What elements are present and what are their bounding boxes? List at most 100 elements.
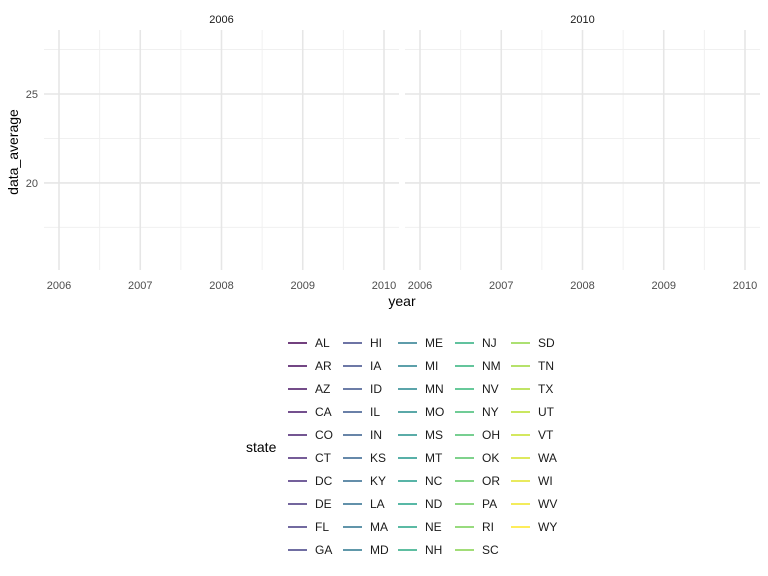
legend-item-tn: TN — [511, 359, 554, 373]
legend-item-ut: UT — [511, 405, 555, 419]
legend-label: CT — [315, 451, 332, 465]
legend-item-md: MD — [343, 543, 389, 557]
legend-label: NC — [425, 474, 443, 488]
legend-item-co: CO — [288, 428, 333, 442]
legend-label: NH — [425, 543, 442, 557]
legend-label: FL — [315, 520, 329, 534]
legend-label: AZ — [315, 382, 330, 396]
legend-label: AR — [315, 359, 332, 373]
x-tick-label: 2010 — [372, 280, 396, 292]
legend-item-mt: MT — [398, 451, 443, 465]
legend-items: AL AR AZ CA CO CT DC DE FL GA HI IA ID IL IN KS KY LA MA MD… — [288, 336, 557, 557]
x-tick-label: 2009 — [291, 280, 315, 292]
x-axis-ticks: 2006 2007 2008 2009 2010 2006 2007 2008 2009 2010 — [47, 280, 757, 292]
legend-label: TX — [538, 382, 553, 396]
legend-label: NJ — [482, 336, 497, 350]
legend-item-in: IN — [343, 428, 382, 442]
legend-label: CA — [315, 405, 332, 419]
legend-item-wa: WA — [511, 451, 557, 465]
legend-label: PA — [482, 497, 497, 511]
legend: state AL AR AZ CA CO CT DC DE FL GA HI IA ID IL IN KS KY… — [246, 336, 557, 557]
legend-label: ID — [370, 382, 382, 396]
legend-label: NM — [482, 359, 501, 373]
facet-panel-2006: 2006 — [44, 14, 399, 270]
x-tick-label: 2008 — [570, 280, 594, 292]
y-tick-label: 20 — [26, 178, 38, 190]
legend-item-vt: VT — [511, 428, 554, 442]
legend-label: MS — [425, 428, 443, 442]
legend-label: MD — [370, 543, 389, 557]
legend-item-ok: OK — [455, 451, 499, 465]
legend-item-nd: ND — [398, 497, 443, 511]
legend-label: OH — [482, 428, 500, 442]
legend-label: MA — [370, 520, 388, 534]
legend-label: MN — [425, 382, 444, 396]
legend-item-ar: AR — [288, 359, 332, 373]
legend-label: CO — [315, 428, 333, 442]
legend-item-mo: MO — [398, 405, 444, 419]
legend-label: NV — [482, 382, 499, 396]
legend-label: TN — [538, 359, 554, 373]
y-tick-label: 25 — [26, 89, 38, 101]
facet-panel-2010: 2010 — [405, 14, 760, 270]
legend-item-la: LA — [343, 497, 385, 511]
legend-label: SD — [538, 336, 555, 350]
legend-label: GA — [315, 543, 332, 557]
x-axis-title: year — [388, 293, 416, 309]
legend-label: RI — [482, 520, 494, 534]
legend-item-me: ME — [398, 336, 443, 350]
legend-item-ia: IA — [343, 359, 381, 373]
legend-item-pa: PA — [455, 497, 497, 511]
legend-item-ct: CT — [288, 451, 332, 465]
x-tick-label: 2009 — [652, 280, 676, 292]
legend-label: HI — [370, 336, 382, 350]
legend-item-tx: TX — [511, 382, 553, 396]
legend-title: state — [246, 439, 277, 455]
facet-panels: 2006 2010 — [44, 14, 760, 270]
legend-item-al: AL — [288, 336, 330, 350]
legend-item-ga: GA — [288, 543, 332, 557]
legend-label: ND — [425, 497, 443, 511]
legend-label: IL — [370, 405, 380, 419]
legend-item-ny: NY — [455, 405, 499, 419]
legend-label: WY — [538, 520, 557, 534]
legend-item-ky: KY — [343, 474, 386, 488]
legend-item-ca: CA — [288, 405, 332, 419]
legend-label: MI — [425, 359, 438, 373]
legend-label: SC — [482, 543, 499, 557]
legend-item-nc: NC — [398, 474, 443, 488]
legend-label: NY — [482, 405, 499, 419]
legend-item-ne: NE — [398, 520, 442, 534]
legend-item-mi: MI — [398, 359, 438, 373]
legend-label: UT — [538, 405, 555, 419]
legend-label: KS — [370, 451, 386, 465]
legend-label: VT — [538, 428, 554, 442]
legend-item-sc: SC — [455, 543, 499, 557]
legend-label: MO — [425, 405, 444, 419]
legend-label: LA — [370, 497, 385, 511]
legend-label: ME — [425, 336, 443, 350]
legend-item-il: IL — [343, 405, 380, 419]
legend-label: DE — [315, 497, 332, 511]
legend-item-wi: WI — [511, 474, 553, 488]
x-tick-label: 2006 — [47, 280, 71, 292]
legend-item-ma: MA — [343, 520, 388, 534]
legend-item-or: OR — [455, 474, 500, 488]
x-tick-label: 2010 — [733, 280, 757, 292]
legend-label: NE — [425, 520, 442, 534]
legend-label: IN — [370, 428, 382, 442]
legend-item-oh: OH — [455, 428, 500, 442]
legend-item-ms: MS — [398, 428, 443, 442]
legend-item-mn: MN — [398, 382, 444, 396]
facet-label-2010: 2010 — [570, 14, 594, 26]
legend-item-nv: NV — [455, 382, 499, 396]
legend-item-wy: WY — [511, 520, 557, 534]
legend-item-az: AZ — [288, 382, 330, 396]
legend-item-de: DE — [288, 497, 332, 511]
legend-label: IA — [370, 359, 381, 373]
legend-item-dc: DC — [288, 474, 333, 488]
x-tick-label: 2008 — [209, 280, 233, 292]
x-tick-label: 2007 — [128, 280, 152, 292]
